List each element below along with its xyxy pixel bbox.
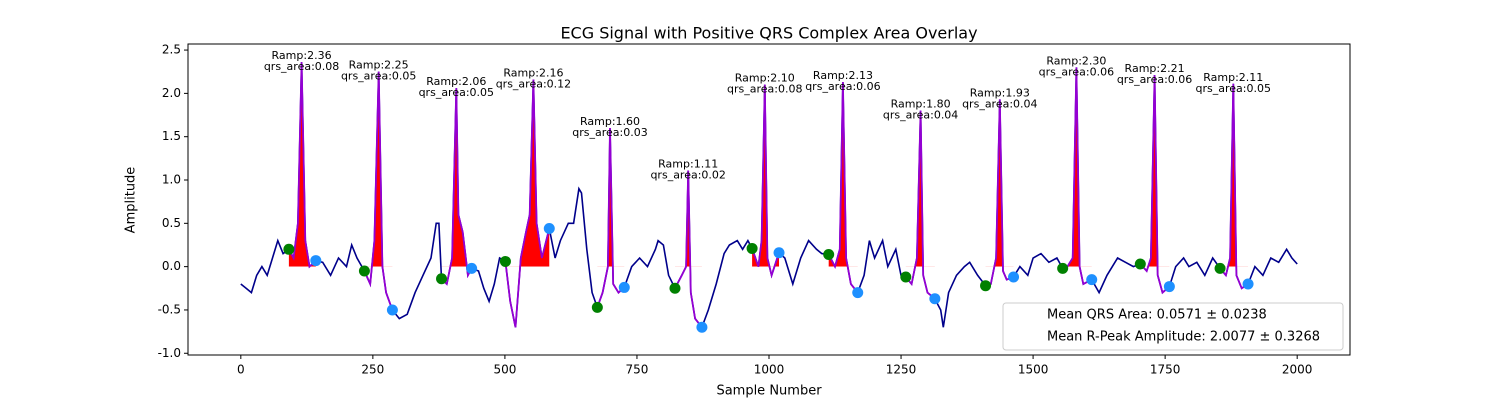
qrs-area-label: qrs_area:0.08 [727, 83, 802, 96]
x-tick-label: 1750 [1150, 363, 1181, 377]
offset-marker [310, 255, 322, 267]
r-peak-label: Ramp:2.36 [272, 49, 332, 62]
qrs-overlay [751, 84, 780, 279]
qrs-area-fill [450, 88, 467, 267]
offset-marker [1163, 281, 1175, 293]
qrs-overlay [1139, 75, 1170, 295]
x-tick-label: 1000 [754, 363, 785, 377]
qrs-area-label: qrs_area:0.05 [419, 86, 494, 99]
qrs-overlay [1219, 83, 1249, 290]
r-peak-label: Ramp:2.25 [349, 59, 409, 72]
qrs-area-label: qrs_area:0.04 [962, 97, 1037, 110]
offset-marker [773, 247, 785, 259]
offset-marker [1008, 271, 1020, 283]
offset-marker [852, 287, 864, 299]
y-tick-label: -1.0 [158, 346, 181, 360]
r-peak-label: Ramp:2.21 [1125, 62, 1185, 75]
r-peak-label: Ramp:1.93 [970, 86, 1030, 99]
onset-marker [746, 242, 758, 254]
legend-entry: Mean R-Peak Amplitude: 2.0077 ± 0.3268 [1047, 330, 1320, 345]
onset-marker [591, 301, 603, 313]
qrs-overlay [827, 82, 859, 294]
offset-marker [929, 293, 941, 305]
r-peak-label: Ramp:2.13 [813, 69, 873, 82]
qrs-area-label: qrs_area:0.04 [883, 109, 958, 122]
offset-marker [1086, 274, 1098, 286]
qrs-area-label: qrs_area:0.02 [650, 168, 725, 181]
qrs-overlay [985, 99, 1014, 287]
y-tick-label: 1.5 [162, 129, 181, 143]
x-tick-label: 750 [626, 363, 649, 377]
r-peak-label: Ramp:2.10 [735, 72, 795, 85]
onset-marker [358, 265, 370, 277]
offset-marker [386, 304, 398, 316]
x-axis-label: Sample Number [716, 384, 822, 399]
qrs-overlay [674, 170, 703, 328]
qrs-area-label: qrs_area:0.12 [496, 78, 571, 91]
qrs-area-label: qrs_area:0.08 [264, 60, 339, 73]
legend-entry: Mean QRS Area: 0.0571 ± 0.0238 [1047, 308, 1267, 323]
onset-marker [499, 255, 511, 267]
offset-marker [618, 281, 630, 293]
qrs-area-fill [288, 62, 316, 267]
y-tick-label: 0.0 [162, 259, 181, 273]
r-peak-label: Ramp:2.11 [1203, 71, 1263, 84]
y-tick-label: 2.5 [162, 43, 181, 57]
chart-title: ECG Signal with Positive QRS Complex Are… [560, 24, 977, 43]
offset-marker [543, 223, 555, 235]
qrs-overlay [596, 127, 625, 308]
r-peak-label: Ramp:2.16 [503, 67, 563, 80]
qrs-area-fill [371, 71, 383, 267]
qrs-area-fill [505, 79, 550, 267]
y-tick-label: 2.0 [162, 86, 181, 100]
offset-marker [466, 262, 478, 274]
onset-marker [1214, 262, 1226, 274]
qrs-overlay [905, 110, 936, 300]
offset-marker [1242, 278, 1254, 290]
x-tick-label: 1250 [886, 363, 917, 377]
onset-marker [669, 282, 681, 294]
onset-marker [823, 249, 835, 261]
offset-marker [696, 321, 708, 333]
onset-marker [283, 243, 295, 255]
y-axis-label: Amplitude [124, 167, 139, 234]
qrs-overlay [288, 62, 317, 269]
r-peak-label: Ramp:1.60 [580, 115, 640, 128]
qrs-area-label: qrs_area:0.06 [805, 80, 880, 93]
x-tick-label: 250 [361, 363, 384, 377]
qrs-area-label: qrs_area:0.06 [1039, 65, 1114, 78]
y-tick-label: 1.0 [162, 173, 181, 187]
qrs-area-fill [1140, 75, 1158, 267]
qrs-area-label: qrs_area:0.05 [1196, 82, 1271, 95]
onset-marker [436, 273, 448, 285]
y-tick-label: -0.5 [158, 302, 181, 316]
r-peak-label: Ramp:1.11 [658, 157, 718, 170]
ecg-signal [240, 62, 1298, 329]
qrs-overlay [363, 71, 394, 311]
r-peak-label: Ramp:2.06 [426, 75, 486, 88]
onset-marker [900, 271, 912, 283]
qrs-overlay [504, 79, 551, 328]
onset-marker [1134, 258, 1146, 270]
x-tick-label: 1500 [1018, 363, 1049, 377]
r-peak-label: Ramp:2.30 [1046, 54, 1106, 67]
qrs-area-label: qrs_area:0.06 [1117, 73, 1192, 86]
onset-marker [1057, 262, 1069, 274]
y-tick-label: 0.5 [162, 216, 181, 230]
r-peak-label: Ramp:1.80 [891, 98, 951, 111]
onset-marker [980, 280, 992, 292]
qrs-area-label: qrs_area:0.05 [341, 70, 416, 83]
legend-box [1002, 302, 1344, 351]
x-tick-label: 2000 [1282, 363, 1313, 377]
qrs-area-label: qrs_area:0.03 [572, 126, 647, 139]
x-tick-label: 500 [493, 363, 516, 377]
x-tick-label: 0 [237, 363, 245, 377]
